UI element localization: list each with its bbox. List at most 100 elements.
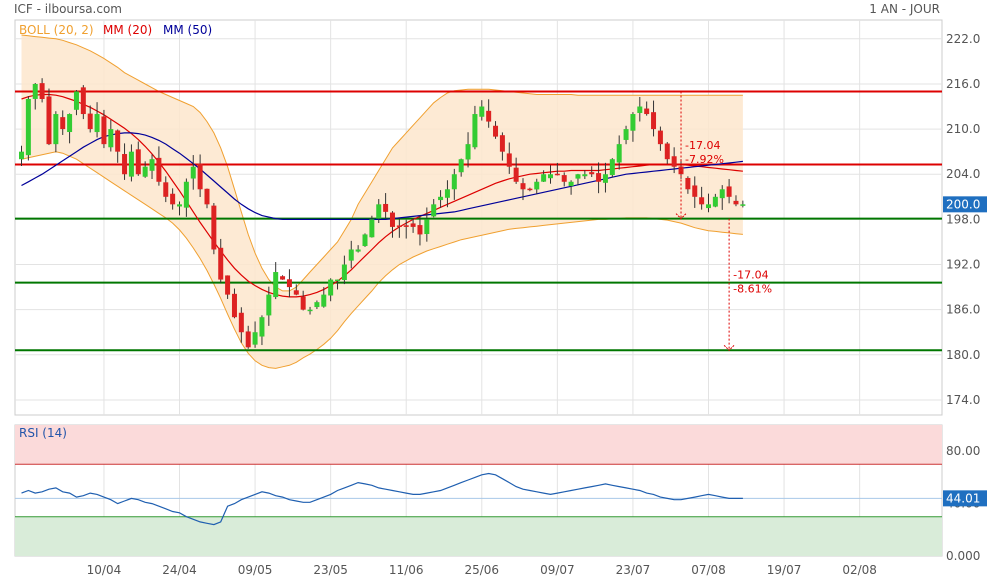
candle-down [293,290,299,295]
candle-down [245,331,251,348]
candle-down [417,225,423,235]
candle-down [280,276,286,280]
candle-up [32,83,38,99]
candle-up [740,204,746,206]
candle-down [685,177,691,190]
candle-up [547,174,553,179]
candle-down [197,163,203,190]
candle-up [252,332,258,345]
candle-up [582,174,588,177]
candle-up [328,279,334,296]
candle-down [156,157,162,182]
rsi-title: RSI (14) [19,426,67,440]
candle-down [486,110,492,122]
candle-down [671,156,677,167]
candle-up [362,234,368,247]
candle-down [383,203,389,212]
candle-up [616,144,622,163]
candle-up [438,196,444,201]
period-label: 1 AN - JOUR [869,2,940,16]
candle-down [87,113,93,130]
x-tick-label: 25/06 [464,563,499,577]
candle-down [527,188,533,191]
rsi-tick-label: 0.000 [946,549,980,563]
candle-down [499,135,505,152]
annotation-delta: -17.04 [685,139,720,152]
x-tick-label: 09/05 [238,563,273,577]
ma20-line [21,93,743,298]
candle-up [94,114,100,133]
axes: 10/04 24/04 09/05 23/05 11/06 25/06 09/07 23/07… [87,32,987,577]
candle-up [602,174,608,183]
candle-down [170,193,176,205]
x-tick-label: 19/07 [767,563,802,577]
candle-up [321,294,327,307]
candle-up [712,196,718,207]
rsi-last-badge [943,490,987,507]
y-tick-label: 198.0 [946,212,980,226]
candle-up [314,302,320,308]
candle-down [396,225,402,227]
x-tick-label: 23/07 [616,563,651,577]
candle-up [568,181,574,186]
y-tick-label: 222.0 [946,32,980,46]
candle-down [699,197,705,205]
candle-up [53,114,59,145]
candle-down [644,108,650,115]
candle-down [506,153,512,167]
y-tick-label: 186.0 [946,303,980,317]
candle-up [541,174,547,182]
candle-up [128,151,134,177]
candle-down [389,212,395,227]
candle-up [458,159,464,173]
candle-up [108,129,114,148]
candle-down [115,130,121,152]
candle-up [73,91,79,110]
candle-up [190,166,196,179]
rsi-overbought-zone [15,425,942,465]
candle-up [575,174,581,179]
candle-up [623,129,629,140]
candle-down [733,200,739,205]
candle-up [273,272,279,298]
candle-up [355,249,361,252]
last-price-badge [943,196,987,213]
candle-down [135,149,141,175]
candle-down [39,83,45,99]
candle-down [403,225,409,227]
candle-up [341,264,347,281]
candle-down [589,172,595,175]
annotation-percent: -7.92% [685,153,724,166]
annotation-percent: -8.61% [733,282,772,295]
x-tick-label: 09/07 [540,563,575,577]
candle-up [307,309,313,312]
legend-mm20: MM (20) [103,23,152,37]
candle-up [424,219,430,235]
candle-down [122,154,128,175]
horizontal-levels [15,90,942,352]
x-tick-label: 07/08 [691,563,726,577]
ma50-line [21,132,743,220]
candle-down [46,96,52,145]
candle-up [149,159,155,171]
candle-down [101,116,107,145]
y-tick-label: 204.0 [946,167,980,181]
candle-up [376,204,382,219]
candle-up [609,159,615,176]
candle-up [67,114,73,133]
candle-up [369,219,375,238]
candle-down [493,125,499,137]
candle-down [657,130,663,145]
candle-down [513,167,519,182]
candle-up [637,106,643,113]
annotation-delta: -17.04 [733,268,768,281]
annotation-arrowhead [675,213,687,220]
candle-down [692,185,698,197]
candle-down [286,279,292,288]
x-tick-label: 11/06 [389,563,424,577]
x-tick-label: 02/08 [842,563,877,577]
candle-down [218,247,224,280]
candle-down [80,87,86,115]
candle-up [431,204,437,217]
